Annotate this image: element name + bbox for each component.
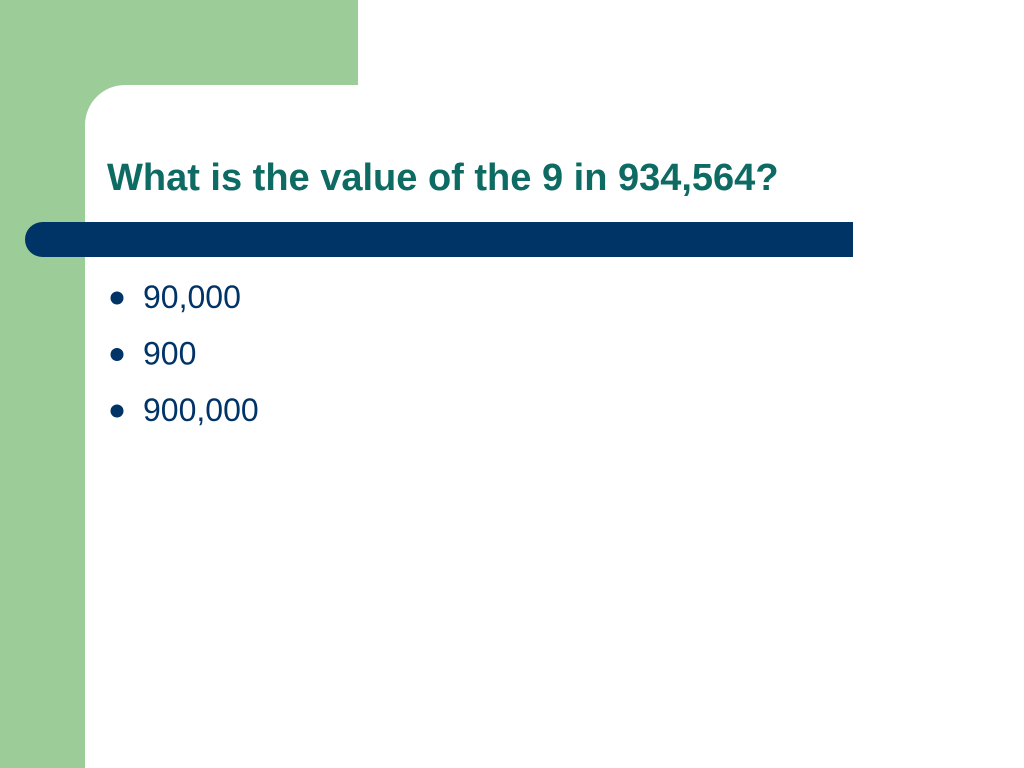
green-left-band	[0, 0, 85, 768]
title-bar	[25, 222, 853, 257]
bullet-dot	[110, 291, 124, 305]
title-bar-end	[800, 222, 853, 257]
bullet-text: 900	[143, 336, 196, 372]
bullet-list: 90,000 900 900,000	[110, 279, 259, 428]
bullet-dot	[110, 404, 124, 418]
bullet-text: 90,000	[143, 279, 241, 315]
bullet-text: 900,000	[143, 392, 259, 428]
bullet-dot	[110, 348, 124, 361]
slide-title: What is the value of the 9 in 934,564?	[107, 157, 779, 199]
